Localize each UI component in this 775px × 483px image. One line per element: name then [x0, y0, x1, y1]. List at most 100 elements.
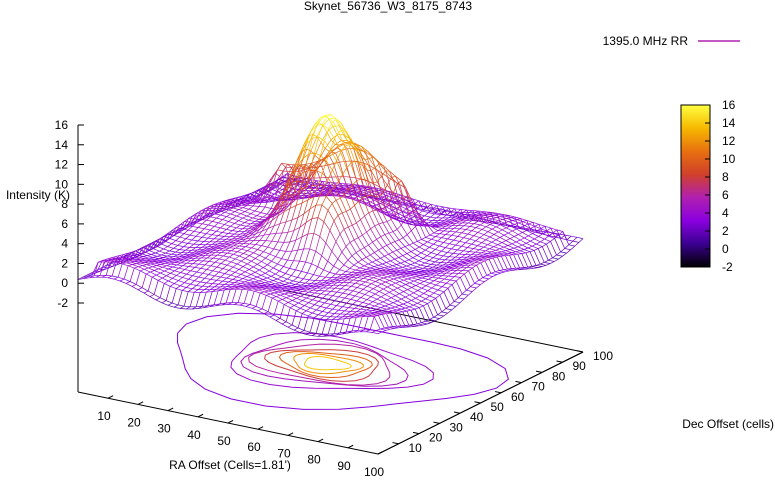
surface-segment — [178, 230, 183, 234]
surface-segment — [341, 150, 346, 162]
surface-segment — [292, 286, 298, 288]
surface-segment — [362, 309, 367, 313]
surface-segment — [395, 293, 400, 297]
surface-segment — [354, 160, 360, 164]
surface-segment — [180, 272, 187, 275]
surface-segment — [247, 247, 252, 251]
surface-segment — [381, 170, 386, 177]
surface-segment — [232, 263, 238, 268]
surface-segment — [164, 280, 169, 284]
surface-segment — [534, 238, 541, 243]
surface-segment — [86, 273, 91, 276]
surface-segment — [348, 144, 356, 162]
surface-segment — [234, 280, 239, 283]
surface-segment — [300, 305, 305, 309]
surface-segment — [340, 301, 347, 304]
surface-segment — [179, 233, 185, 238]
surface-segment — [427, 287, 433, 291]
surface-segment — [175, 249, 180, 253]
surface-segment — [138, 256, 144, 258]
surface-segment — [212, 288, 217, 292]
surface-segment — [456, 267, 461, 271]
surface-segment — [218, 280, 223, 285]
surface-segment — [192, 288, 199, 290]
surface-segment — [274, 184, 280, 199]
surface-segment — [386, 313, 393, 327]
surface-segment — [184, 221, 191, 223]
surface-segment — [237, 235, 243, 239]
surface-segment — [297, 313, 303, 328]
surface-segment — [536, 230, 543, 235]
surface-segment — [360, 306, 365, 310]
surface-segment — [411, 226, 416, 231]
surface-segment — [175, 251, 182, 254]
surface-segment — [149, 241, 156, 251]
surface-segment — [246, 213, 252, 217]
surface-segment — [345, 246, 353, 257]
surface-segment — [298, 171, 305, 177]
surface-segment — [485, 254, 490, 257]
surface-segment — [366, 309, 373, 311]
surface-segment — [361, 259, 369, 265]
surface-segment — [334, 117, 340, 126]
surface-segment — [304, 135, 309, 144]
surface-segment — [318, 181, 324, 186]
surface-segment — [370, 307, 377, 310]
surface-segment — [501, 242, 509, 246]
surface-segment — [283, 170, 290, 173]
surface-segment — [304, 194, 309, 198]
surface-segment — [269, 233, 276, 235]
surface-segment — [527, 247, 535, 251]
surface-segment — [373, 277, 380, 280]
surface-segment — [451, 222, 457, 226]
surface-segment — [472, 210, 479, 212]
surface-segment — [91, 261, 99, 275]
surface-segment — [361, 178, 368, 182]
surface-segment — [307, 165, 314, 170]
surface-segment — [170, 270, 175, 274]
surface-segment — [345, 268, 351, 272]
surface-segment — [287, 278, 294, 282]
surface-segment — [359, 280, 366, 283]
surface-segment — [390, 258, 395, 262]
surface-segment — [446, 270, 451, 274]
surface-segment — [224, 209, 229, 213]
surface-segment — [320, 155, 327, 162]
surface-segment — [107, 277, 115, 280]
surface-segment — [355, 177, 361, 193]
surface-segment — [342, 129, 350, 145]
surface-segment — [350, 308, 355, 312]
surface-segment — [524, 237, 531, 242]
surface-segment — [205, 248, 210, 251]
surface-segment — [264, 290, 269, 293]
surface-segment — [368, 188, 373, 190]
surface-segment — [440, 259, 446, 263]
surface-segment — [89, 275, 95, 279]
surface-segment — [450, 222, 457, 225]
surface-segment — [321, 255, 328, 262]
surface-segment — [269, 193, 275, 197]
surface-segment — [488, 221, 494, 223]
surface-segment — [404, 306, 410, 309]
surface-segment — [232, 227, 237, 231]
surface-segment — [366, 254, 371, 258]
surface-segment — [399, 279, 404, 282]
surface-segment — [441, 234, 446, 238]
surface-segment — [358, 305, 365, 308]
surface-segment — [493, 231, 499, 235]
surface-segment — [339, 160, 346, 163]
surface-segment — [274, 178, 279, 183]
surface-segment — [380, 294, 386, 298]
surface-segment — [390, 241, 396, 244]
surface-segment — [275, 273, 282, 278]
surface-segment — [370, 225, 375, 230]
surface-segment — [468, 210, 473, 213]
surface-segment — [454, 265, 459, 269]
surface-segment — [453, 239, 460, 242]
surface-segment — [259, 251, 264, 256]
surface-segment — [405, 294, 410, 298]
surface-segment — [471, 251, 476, 255]
surface-segment — [221, 229, 227, 233]
surface-segment — [372, 301, 380, 305]
surface-segment — [259, 234, 265, 241]
